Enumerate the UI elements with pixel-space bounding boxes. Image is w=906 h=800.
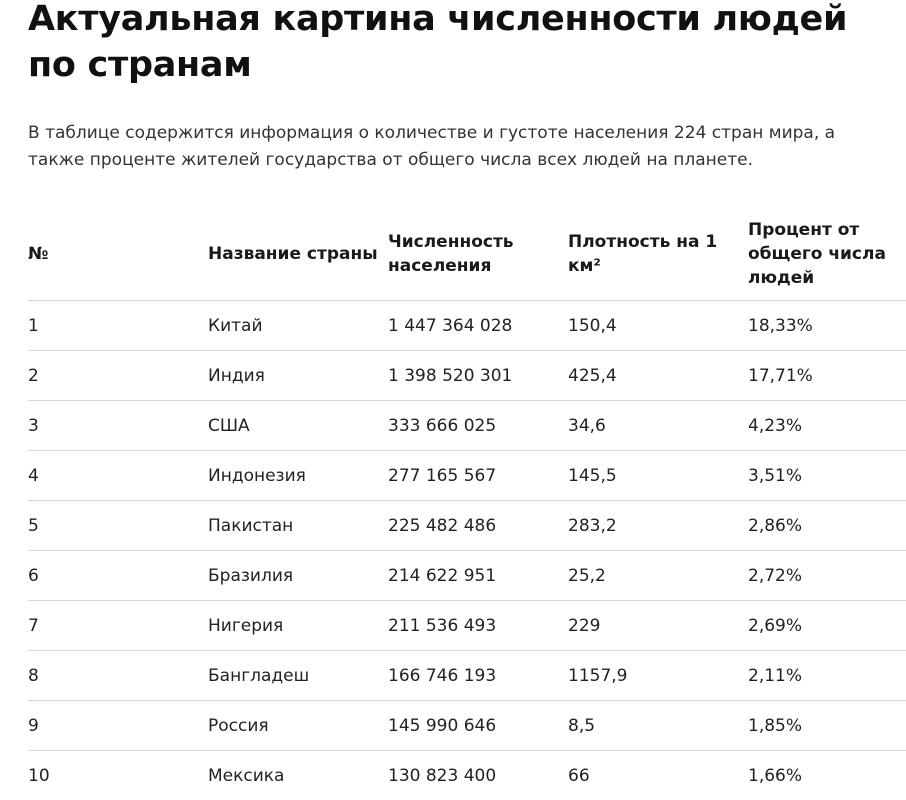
cell-percent: 3,51% bbox=[748, 450, 906, 501]
cell-density: 229 bbox=[568, 600, 748, 651]
cell-country: Пакистан bbox=[208, 500, 388, 551]
cell-density: 1157,9 bbox=[568, 650, 748, 701]
cell-number: 8 bbox=[28, 650, 208, 701]
table-row: 8 Бангладеш 166 746 193 1157,9 2,11% bbox=[28, 650, 906, 701]
population-table: № Название страны Численность населения … bbox=[28, 208, 906, 800]
cell-number: 5 bbox=[28, 500, 208, 551]
cell-country: Индия bbox=[208, 350, 388, 401]
cell-density: 8,5 bbox=[568, 700, 748, 751]
cell-density: 66 bbox=[568, 765, 590, 786]
table-row: 1 Китай 1 447 364 028 150,4 18,33% bbox=[28, 300, 906, 351]
cell-country: Индонезия bbox=[208, 450, 388, 501]
cell-number: 3 bbox=[28, 400, 208, 451]
table-row: 4 Индонезия 277 165 567 145,5 3,51% bbox=[28, 450, 906, 501]
cell-percent: 1,85% bbox=[748, 700, 906, 751]
header-population: Численность населения bbox=[388, 208, 568, 301]
table-body: 1 Китай 1 447 364 028 150,4 18,33% 2 Индия 1 39… bbox=[28, 300, 906, 800]
cell-percent: 4,23% bbox=[748, 400, 906, 451]
cell-density: 283,2 bbox=[568, 500, 748, 551]
cell-country: Мексика bbox=[208, 765, 285, 786]
cell-percent: 2,69% bbox=[748, 600, 906, 651]
cell-number: 7 bbox=[28, 600, 208, 651]
cell-population: 211 536 493 bbox=[388, 600, 568, 651]
header-number: № bbox=[28, 208, 208, 301]
table-header-row: № Название страны Численность населения … bbox=[28, 208, 906, 301]
cell-number: 4 bbox=[28, 450, 208, 501]
cell-percent: 2,72% bbox=[748, 550, 906, 601]
cell-number: 1 bbox=[28, 300, 208, 351]
table-row: 10 Мексика 130 823 400 66 1,66% bbox=[28, 751, 906, 800]
table-row: 3 США 333 666 025 34,6 4,23% bbox=[28, 400, 906, 451]
cell-population: 225 482 486 bbox=[388, 500, 568, 551]
cell-percent: 1,66% bbox=[748, 765, 803, 786]
cell-number: 2 bbox=[28, 350, 208, 401]
cell-number: 9 bbox=[28, 700, 208, 751]
header-country: Название страны bbox=[208, 208, 388, 301]
cell-number: 10 bbox=[28, 765, 50, 786]
cell-country: Китай bbox=[208, 300, 388, 351]
cell-country: Нигерия bbox=[208, 600, 388, 651]
cell-population: 333 666 025 bbox=[388, 400, 568, 451]
cell-percent: 18,33% bbox=[748, 300, 906, 351]
cell-density: 150,4 bbox=[568, 300, 748, 351]
cell-population: 130 823 400 bbox=[388, 765, 497, 786]
cell-population: 1 398 520 301 bbox=[388, 350, 568, 401]
intro-paragraph: В таблице содержится информация о количе… bbox=[28, 123, 836, 170]
cell-percent: 2,86% bbox=[748, 500, 906, 551]
cell-population: 1 447 364 028 bbox=[388, 300, 568, 351]
table-row: 9 Россия 145 990 646 8,5 1,85% bbox=[28, 700, 906, 751]
cell-density: 145,5 bbox=[568, 450, 748, 501]
cell-population: 214 622 951 bbox=[388, 550, 568, 601]
cell-country: Бразилия bbox=[208, 550, 388, 601]
cell-population: 166 746 193 bbox=[388, 650, 568, 701]
cell-percent: 2,11% bbox=[748, 650, 906, 701]
table-row: 2 Индия 1 398 520 301 425,4 17,71% bbox=[28, 350, 906, 401]
cell-percent: 17,71% bbox=[748, 350, 906, 401]
cell-density: 425,4 bbox=[568, 350, 748, 401]
cell-density: 25,2 bbox=[568, 550, 748, 601]
cell-number: 6 bbox=[28, 550, 208, 601]
table-row: 7 Нигерия 211 536 493 229 2,69% bbox=[28, 600, 906, 651]
cell-country: США bbox=[208, 400, 388, 451]
page-title: Актуальная картина численности людей по … bbox=[28, 0, 848, 85]
header-percent: Процент от общего числа людей bbox=[748, 208, 906, 301]
cell-population: 277 165 567 bbox=[388, 450, 568, 501]
cell-country: Бангладеш bbox=[208, 650, 388, 701]
table-row: 5 Пакистан 225 482 486 283,2 2,86% bbox=[28, 500, 906, 551]
cell-density: 34,6 bbox=[568, 400, 748, 451]
cell-country: Россия bbox=[208, 700, 388, 751]
header-density: Плотность на 1 км² bbox=[568, 208, 748, 301]
cell-population: 145 990 646 bbox=[388, 700, 568, 751]
table-row: 6 Бразилия 214 622 951 25,2 2,72% bbox=[28, 550, 906, 601]
